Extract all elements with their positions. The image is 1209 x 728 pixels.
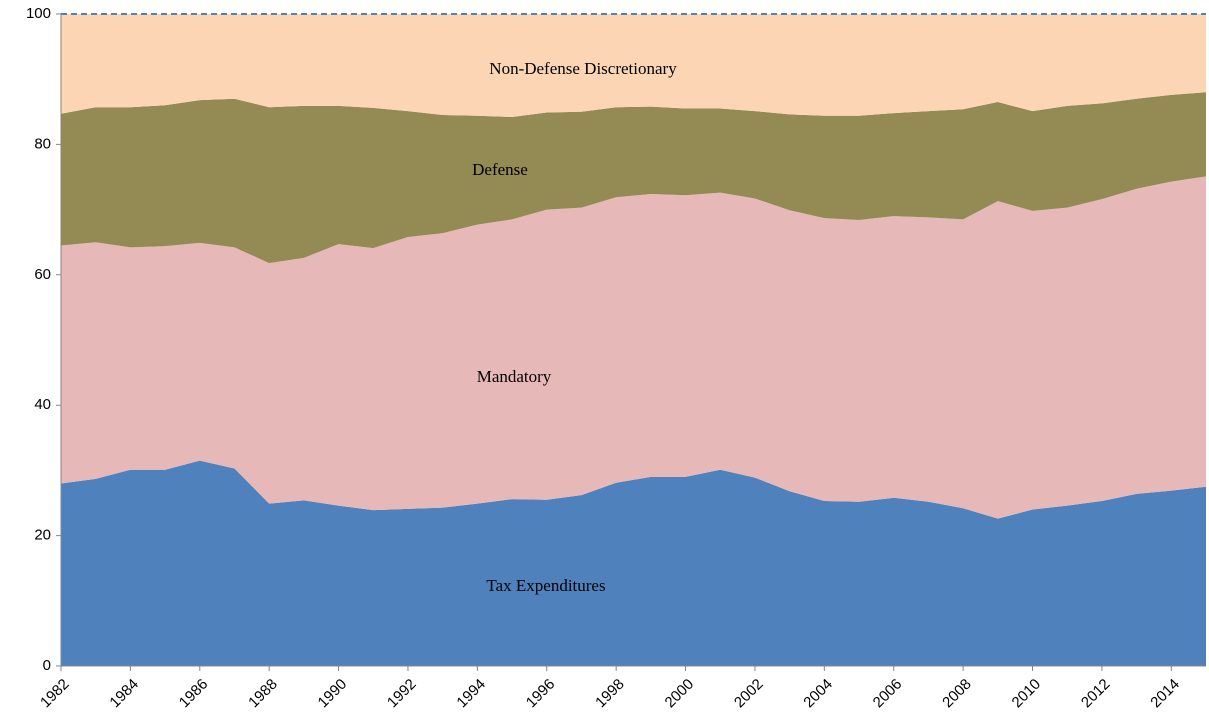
x-tick-label: 1992: [384, 676, 420, 712]
x-tick-label: 2008: [939, 676, 975, 712]
y-tick-label: 60: [34, 266, 51, 283]
x-tick-label: 2006: [870, 676, 906, 712]
x-tick-label: 1990: [315, 676, 351, 712]
y-tick-label: 100: [26, 5, 51, 22]
x-tick-label: 2014: [1147, 676, 1183, 712]
area: [61, 460, 1206, 666]
x-tick-label: 1984: [106, 676, 142, 712]
x-tick-label: 2000: [662, 676, 698, 712]
area: [61, 176, 1206, 519]
x-tick-label: 1996: [523, 676, 559, 712]
x-tick-label: 1994: [453, 676, 489, 712]
x-tick-label: 1998: [592, 676, 628, 712]
x-tick-label: 2002: [731, 676, 767, 712]
area: [61, 92, 1206, 264]
area-label: Defense: [472, 160, 528, 179]
x-tick-label: 1988: [245, 676, 281, 712]
x-tick-label: 2004: [800, 676, 836, 712]
y-tick-label: 0: [43, 657, 51, 674]
area-label: Mandatory: [477, 367, 552, 386]
y-tick-label: 40: [34, 396, 51, 413]
area-label: Tax Expenditures: [486, 576, 605, 595]
x-tick-label: 2010: [1009, 676, 1045, 712]
area: [61, 14, 1206, 118]
y-tick-label: 20: [34, 527, 51, 544]
area-label: Non-Defense Discretionary: [489, 59, 677, 78]
x-tick-label: 2012: [1078, 676, 1114, 712]
y-tick-label: 80: [34, 135, 51, 152]
x-tick-label: 1982: [37, 676, 73, 712]
x-tick-label: 1986: [176, 676, 212, 712]
